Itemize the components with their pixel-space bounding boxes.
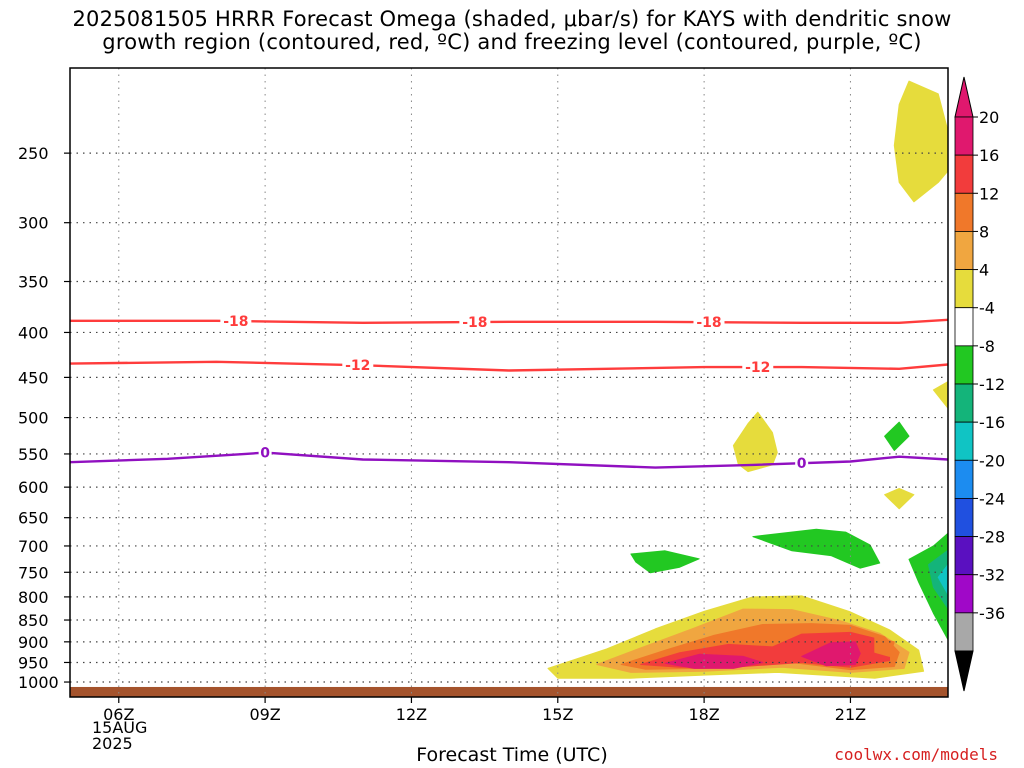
colorbar-label-10: -24 — [979, 489, 1005, 508]
y-tick-label-550: 550 — [18, 445, 49, 464]
colorbar-label-13: -36 — [979, 604, 1005, 623]
x-date-day: 15AUG — [92, 718, 148, 737]
chart-title: 2025081505 HRRR Forecast Omega (shaded, … — [0, 8, 1024, 54]
colorbar-label-12: -32 — [979, 566, 1005, 585]
plot-frame — [69, 67, 949, 698]
y-tick-label-250: 250 — [18, 144, 49, 163]
y-tick-label-500: 500 — [18, 409, 49, 428]
contour-label-bg-0-2 — [693, 314, 725, 331]
colorbar-label-11: -28 — [979, 528, 1005, 547]
contour-label-2-0: 0 — [260, 446, 270, 462]
colorbar-top-arrow — [954, 76, 974, 118]
x-tick-label-21Z: 21Z — [835, 705, 866, 724]
omega-region-0 — [893, 80, 948, 203]
x-axis-title: Forecast Time (UTC) — [416, 744, 608, 766]
plot-area: -18 -18 -18 -12 -12 0 0 — [70, 68, 948, 697]
contour-label-1-0: -12 — [345, 358, 370, 374]
chart-title-line2: growth region (contoured, red, ºC) and f… — [102, 30, 922, 54]
x-date-label: 15AUG 2025 — [92, 720, 147, 752]
contour-line-0 — [70, 318, 948, 324]
colorbar-swatch-11 — [954, 536, 974, 576]
y-tick-label-350: 350 — [18, 273, 49, 292]
site-credit: coolwx.com/models — [834, 745, 998, 764]
colorbar-label-3: 8 — [979, 222, 989, 241]
contour-label-0-2: -18 — [696, 315, 721, 331]
y-tick-label-700: 700 — [18, 537, 49, 556]
colorbar-swatch-10 — [954, 498, 974, 537]
colorbar-swatch-12 — [954, 574, 974, 614]
colorbar-label-0: 20 — [979, 108, 999, 127]
contour-label-bg-0-1 — [459, 314, 491, 331]
y-tick-label-400: 400 — [18, 323, 49, 342]
omega-region-5 — [630, 550, 700, 574]
colorbar-swatch-2 — [954, 192, 974, 232]
ground-surface — [70, 686, 948, 697]
colorbar: 20 16 12 8 4 -4 -8 -12 -16 -20 -24 -28 -32 -36 — [954, 76, 1005, 692]
y-tick-label-900: 900 — [18, 633, 49, 652]
contour-label-1-1: -12 — [745, 360, 770, 376]
contour-label-bg-1-1 — [742, 359, 774, 376]
contour-line-1 — [70, 360, 948, 372]
contour-label-0-0: -18 — [223, 314, 248, 330]
colorbar-swatch-0 — [954, 116, 974, 156]
contour-label-2-1: 0 — [797, 456, 807, 472]
colorbar-swatch-9 — [954, 459, 974, 499]
colorbar-label-9: -20 — [979, 451, 1005, 470]
contour-label-bg-1-0 — [342, 357, 374, 374]
colorbar-label-1: 16 — [979, 146, 999, 165]
omega-region-2 — [732, 411, 778, 473]
contour-label-0-1: -18 — [462, 315, 487, 331]
y-tick-label-950: 950 — [18, 653, 49, 672]
colorbar-label-8: -16 — [979, 413, 1005, 432]
y-tick-label-750: 750 — [18, 563, 49, 582]
y-tick-label-650: 650 — [18, 509, 49, 528]
colorbar-swatch-13 — [954, 612, 974, 652]
colorbar-label-7: -12 — [979, 375, 1005, 394]
colorbar-label-4: 4 — [979, 261, 989, 280]
y-tick-label-300: 300 — [18, 214, 49, 233]
x-tick-label-15Z: 15Z — [542, 705, 573, 724]
omega-region-1 — [932, 381, 948, 409]
colorbar-label-6: -8 — [979, 337, 995, 356]
y-tick-label-800: 800 — [18, 588, 49, 607]
colorbar-swatch-5 — [954, 307, 974, 347]
omega-region-4 — [884, 421, 910, 451]
colorbar-swatch-8 — [954, 421, 974, 461]
x-tick-label-06Z: 06Z — [103, 705, 134, 724]
omega-region-15 — [801, 641, 861, 667]
contour-line-2 — [70, 451, 948, 469]
y-tick-label-1000: 1000 — [18, 673, 59, 692]
contour-label-bg-0-0 — [220, 313, 252, 330]
omega-region-14 — [664, 653, 764, 669]
colorbar-swatch-7 — [954, 383, 974, 423]
colorbar-swatch-6 — [954, 345, 974, 385]
omega-region-8 — [928, 549, 948, 610]
colorbar-label-5: -4 — [979, 299, 995, 318]
omega-region-3 — [884, 487, 915, 510]
chart-title-line1: 2025081505 HRRR Forecast Omega (shaded, … — [72, 7, 952, 31]
x-date-year: 2025 — [92, 734, 133, 753]
colorbar-swatch-1 — [954, 154, 974, 194]
colorbar-swatch-4 — [954, 269, 974, 309]
x-tick-label-09Z: 09Z — [249, 705, 280, 724]
colorbar-swatch-3 — [954, 231, 974, 270]
x-tick-label-12Z: 12Z — [396, 705, 427, 724]
y-tick-label-450: 450 — [18, 368, 49, 387]
x-tick-label-18Z: 18Z — [688, 705, 719, 724]
colorbar-label-2: 12 — [979, 184, 999, 203]
omega-region-9 — [937, 564, 948, 595]
colorbar-bottom-arrow — [954, 650, 974, 692]
contour-label-bg-2-1 — [795, 455, 809, 472]
y-tick-label-600: 600 — [18, 478, 49, 497]
y-tick-label-850: 850 — [18, 611, 49, 630]
contour-label-bg-2-0 — [258, 444, 272, 461]
omega-region-6 — [752, 528, 881, 569]
